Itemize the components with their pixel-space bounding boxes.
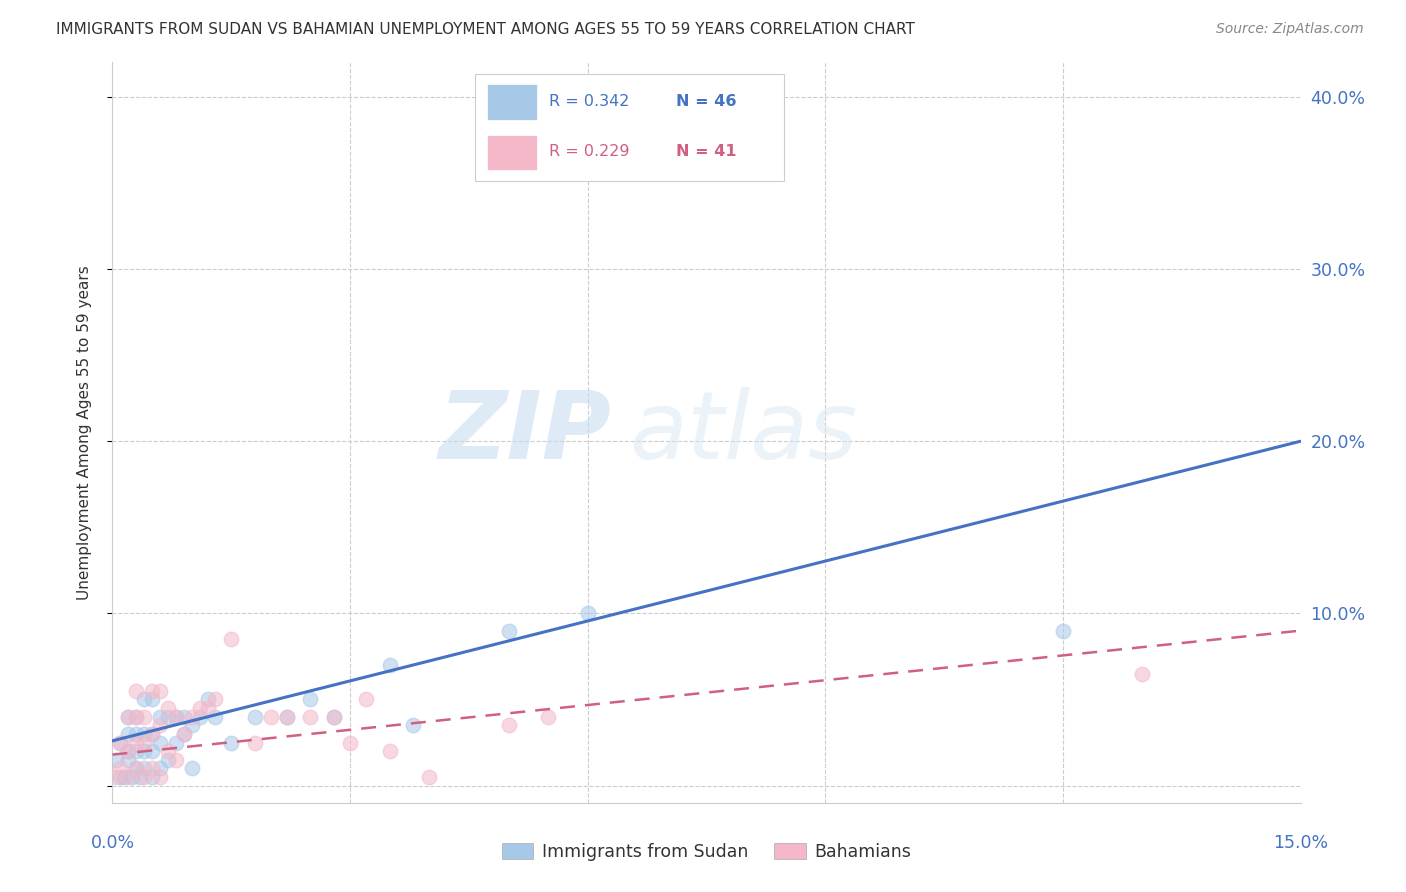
Point: [339, 735, 361, 749]
Point: [117, 753, 139, 767]
Point: [141, 727, 163, 741]
Point: [117, 744, 139, 758]
Point: [117, 727, 139, 741]
Point: [112, 770, 135, 784]
Point: [141, 770, 163, 784]
Point: [260, 709, 283, 723]
Point: [134, 727, 156, 741]
Point: [105, 770, 128, 784]
Point: [402, 718, 425, 732]
Point: [105, 753, 128, 767]
Point: [110, 761, 132, 775]
Point: [125, 744, 148, 758]
Point: [188, 701, 211, 715]
Legend: Immigrants from Sudan, Bahamians: Immigrants from Sudan, Bahamians: [495, 837, 918, 868]
Point: [156, 709, 179, 723]
Point: [125, 761, 148, 775]
Point: [204, 709, 226, 723]
Point: [180, 718, 202, 732]
Point: [117, 709, 139, 723]
Point: [134, 770, 156, 784]
Point: [141, 684, 163, 698]
Text: Source: ZipAtlas.com: Source: ZipAtlas.com: [1216, 22, 1364, 37]
Point: [125, 727, 148, 741]
Point: [165, 753, 187, 767]
Point: [197, 701, 219, 715]
Text: 15.0%: 15.0%: [1272, 834, 1329, 852]
Point: [141, 744, 163, 758]
Point: [219, 632, 242, 647]
Point: [243, 735, 266, 749]
Point: [276, 709, 298, 723]
Point: [165, 709, 187, 723]
Point: [110, 735, 132, 749]
Point: [299, 692, 322, 706]
Point: [418, 770, 440, 784]
Point: [323, 709, 346, 723]
Point: [299, 709, 322, 723]
Point: [156, 701, 179, 715]
Point: [173, 727, 195, 741]
Point: [204, 692, 226, 706]
Point: [276, 709, 298, 723]
Point: [1052, 624, 1074, 638]
Point: [149, 761, 172, 775]
Point: [141, 692, 163, 706]
Point: [323, 709, 346, 723]
Point: [1130, 666, 1153, 681]
Point: [125, 684, 148, 698]
Point: [129, 770, 152, 784]
Point: [576, 607, 599, 621]
Point: [180, 709, 202, 723]
Point: [219, 735, 242, 749]
Point: [110, 735, 132, 749]
Point: [498, 718, 520, 732]
Point: [378, 744, 401, 758]
Text: ZIP: ZIP: [439, 386, 612, 479]
Text: 0.0%: 0.0%: [90, 834, 135, 852]
Point: [354, 692, 377, 706]
Point: [498, 624, 520, 638]
Point: [134, 761, 156, 775]
Point: [134, 744, 156, 758]
Point: [149, 735, 172, 749]
Point: [134, 692, 156, 706]
Text: IMMIGRANTS FROM SUDAN VS BAHAMIAN UNEMPLOYMENT AMONG AGES 55 TO 59 YEARS CORRELA: IMMIGRANTS FROM SUDAN VS BAHAMIAN UNEMPL…: [56, 22, 915, 37]
Point: [110, 770, 132, 784]
Point: [378, 658, 401, 673]
Point: [243, 709, 266, 723]
Point: [125, 761, 148, 775]
Point: [149, 684, 172, 698]
Point: [125, 735, 148, 749]
Point: [141, 727, 163, 741]
Point: [149, 709, 172, 723]
Point: [537, 709, 560, 723]
Point: [121, 770, 143, 784]
Y-axis label: Unemployment Among Ages 55 to 59 years: Unemployment Among Ages 55 to 59 years: [77, 265, 91, 600]
Point: [156, 744, 179, 758]
Point: [141, 761, 163, 775]
Point: [165, 709, 187, 723]
Text: atlas: atlas: [630, 387, 858, 478]
Point: [117, 709, 139, 723]
Point: [173, 727, 195, 741]
Point: [188, 709, 211, 723]
Point: [117, 744, 139, 758]
Point: [125, 709, 148, 723]
Point: [165, 735, 187, 749]
Point: [117, 770, 139, 784]
Point: [134, 735, 156, 749]
Point: [180, 761, 202, 775]
Point: [173, 709, 195, 723]
Point: [125, 709, 148, 723]
Point: [149, 770, 172, 784]
Point: [149, 718, 172, 732]
Point: [197, 692, 219, 706]
Point: [134, 709, 156, 723]
Point: [156, 753, 179, 767]
